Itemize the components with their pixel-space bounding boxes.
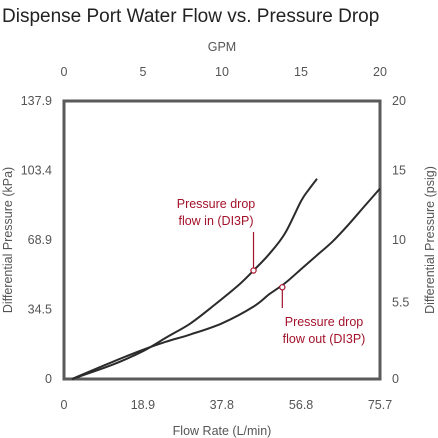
x2-tick-label: 20 <box>373 65 387 79</box>
y2-axis-label: Differential Pressure (psig) <box>423 166 437 314</box>
annotation-text-1: flow in (DI3P) <box>178 214 253 228</box>
x2-tick-label: 5 <box>140 65 147 79</box>
y2-tick-label: 0 <box>392 372 399 386</box>
annotation-text-1: Pressure drop <box>177 197 256 211</box>
x-tick-label: 18.9 <box>131 398 155 412</box>
y2-tick-label: 5.5 <box>392 296 409 310</box>
x-tick-label: 37.8 <box>210 398 234 412</box>
annotation-text-2: flow out (DI3P) <box>283 332 366 346</box>
x2-tick-label: 0 <box>61 65 68 79</box>
x2-axis-label: GPM <box>208 40 236 54</box>
y-tick-label: 103.4 <box>21 164 52 178</box>
x-tick-label: 75.7 <box>368 398 392 412</box>
x-axis-label: Flow Rate (L/min) <box>173 424 272 438</box>
y-axis-label: Differential Pressure (kPa) <box>1 167 15 313</box>
series-line-1 <box>71 178 318 380</box>
y-tick-label: 137.9 <box>21 94 52 108</box>
plot-frame <box>62 99 382 381</box>
x2-tick-label: 15 <box>294 65 308 79</box>
series-line-2 <box>71 187 381 380</box>
y2-tick-label: 15 <box>392 164 406 178</box>
x-tick-label: 0 <box>61 398 68 412</box>
y2-tick-label: 10 <box>392 233 406 247</box>
y-tick-label: 68.9 <box>28 233 52 247</box>
annotation-marker-2 <box>279 284 286 291</box>
y-tick-label: 0 <box>45 372 52 386</box>
chart-title: Dispense Port Water Flow vs. Pressure Dr… <box>2 6 379 27</box>
plot-area: 0 18.9 37.8 56.8 75.70 5 10 15 20034.568.9103.41… <box>21 65 410 412</box>
y2-tick-label: 20 <box>392 94 406 108</box>
y-tick-label: 34.5 <box>28 302 52 316</box>
x2-tick-label: 10 <box>215 65 229 79</box>
x-tick-label: 56.8 <box>289 398 313 412</box>
annotation-marker-1 <box>250 267 257 274</box>
annotation-text-2: Pressure drop <box>285 315 364 329</box>
